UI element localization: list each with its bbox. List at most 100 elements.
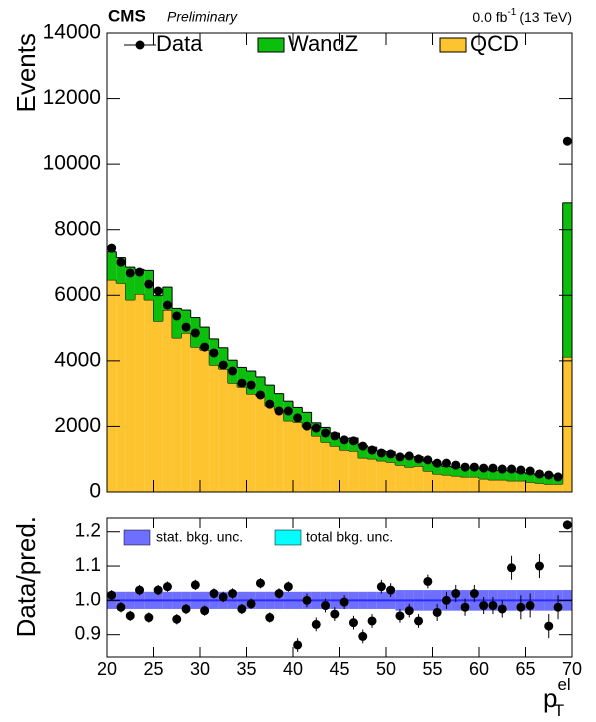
histogram-bar xyxy=(376,460,386,492)
y-tick-label: 6000 xyxy=(54,283,101,306)
y-tick-label: 2000 xyxy=(54,414,101,437)
histogram-bar xyxy=(386,462,396,492)
data-point xyxy=(488,463,498,473)
histogram-bar xyxy=(153,295,163,322)
data-point xyxy=(414,454,424,464)
x-tick-label: 60 xyxy=(469,659,489,679)
x-tick-label: 70 xyxy=(562,659,582,679)
histogram-bar xyxy=(423,471,433,492)
histogram-bar xyxy=(544,484,554,492)
data-point xyxy=(228,366,238,376)
histogram-bar xyxy=(302,427,312,492)
ratio-point xyxy=(497,604,507,614)
data-point xyxy=(386,449,396,459)
y-tick-label: 1.2 xyxy=(75,521,101,542)
histogram-bar xyxy=(525,473,535,483)
histogram-bar xyxy=(423,461,433,472)
frame xyxy=(106,32,573,493)
data-point xyxy=(162,300,172,310)
y-tick-label: 0 xyxy=(89,480,101,503)
histogram-bar xyxy=(293,422,303,492)
x-tick-label: 25 xyxy=(143,659,163,679)
ratio-point xyxy=(441,595,451,605)
data-point xyxy=(153,286,163,296)
ratio-point xyxy=(209,589,219,599)
legend-swatch xyxy=(439,37,467,53)
histogram-bar xyxy=(358,445,368,458)
histogram-bar xyxy=(274,410,284,492)
histogram-bar xyxy=(134,269,145,294)
histogram-bar xyxy=(339,450,349,492)
x-tick-label: 40 xyxy=(283,659,303,679)
y-tick-label: 1.0 xyxy=(75,589,101,610)
legend-label: stat. bkg. unc. xyxy=(156,529,243,545)
histogram-bar xyxy=(525,482,535,492)
ratio-point xyxy=(451,589,461,599)
data-point xyxy=(507,464,517,474)
histogram-bar xyxy=(255,376,266,396)
ratio-point xyxy=(507,563,517,573)
data-point xyxy=(479,463,489,473)
legend-label: QCD xyxy=(470,31,519,56)
y-tick-label: 1.1 xyxy=(75,555,101,576)
x-label-sup: el xyxy=(557,675,570,694)
ratio-point xyxy=(172,614,182,624)
data-point xyxy=(367,445,377,455)
ratio-point xyxy=(107,590,117,600)
lumi-exponent: -1 xyxy=(507,7,516,18)
ratio-point xyxy=(218,592,228,602)
legend-swatch xyxy=(123,529,151,546)
data-point xyxy=(274,406,284,416)
data-point xyxy=(246,380,256,390)
histogram-bar xyxy=(497,470,507,480)
x-tick-label: 45 xyxy=(329,659,349,679)
y-tick-label: 14000 xyxy=(43,21,101,44)
histogram-bar xyxy=(497,479,507,492)
histogram-bar xyxy=(562,356,572,492)
data-point xyxy=(125,268,135,278)
histogram-bar xyxy=(227,383,238,492)
x-tick-label: 50 xyxy=(376,659,396,679)
histogram-bar xyxy=(441,466,452,475)
ratio-point xyxy=(321,601,331,611)
ratio-point xyxy=(358,631,368,641)
ratio-point xyxy=(135,585,145,595)
histogram-bar xyxy=(107,251,117,280)
histogram-bar xyxy=(125,267,135,300)
data-point xyxy=(321,428,331,438)
histogram-bar xyxy=(367,458,377,492)
data-point xyxy=(283,406,293,416)
y-tick-label: 10000 xyxy=(43,152,101,175)
x-tick-label: 20 xyxy=(97,659,117,679)
histogram-bar xyxy=(283,420,293,492)
histogram-bar xyxy=(209,365,219,492)
histogram-bar xyxy=(162,310,173,492)
y-axis-label: Events xyxy=(11,33,41,113)
histogram-bar xyxy=(330,446,340,492)
ratio-point xyxy=(162,582,172,592)
ratio-point xyxy=(246,599,256,609)
histogram-bar xyxy=(172,308,182,338)
histogram-bar xyxy=(348,451,359,492)
ratio-point xyxy=(311,619,321,629)
ratio-point xyxy=(553,602,563,612)
ratio-point xyxy=(283,582,293,592)
ratio-point xyxy=(525,601,535,611)
histogram-bar xyxy=(516,480,526,492)
data-point xyxy=(395,452,405,462)
histogram-bar xyxy=(432,473,442,492)
data-point xyxy=(265,399,275,409)
histogram-bar xyxy=(506,471,517,481)
data-point xyxy=(181,322,191,332)
ratio-axis-label: Data/pred. xyxy=(11,516,41,637)
x-axis-label: pel T xyxy=(543,675,571,720)
lumi: 0.0 fb-1 (13 TeV) xyxy=(472,7,572,25)
x-tick-label: 30 xyxy=(190,659,210,679)
histogram-bar xyxy=(265,406,275,492)
data-point xyxy=(441,458,451,468)
ratio-point xyxy=(432,607,442,617)
histogram-bar xyxy=(190,347,200,492)
lumi-value: 0.0 fb xyxy=(472,9,507,25)
histogram-bar xyxy=(200,327,210,351)
ratio-point xyxy=(237,604,247,614)
